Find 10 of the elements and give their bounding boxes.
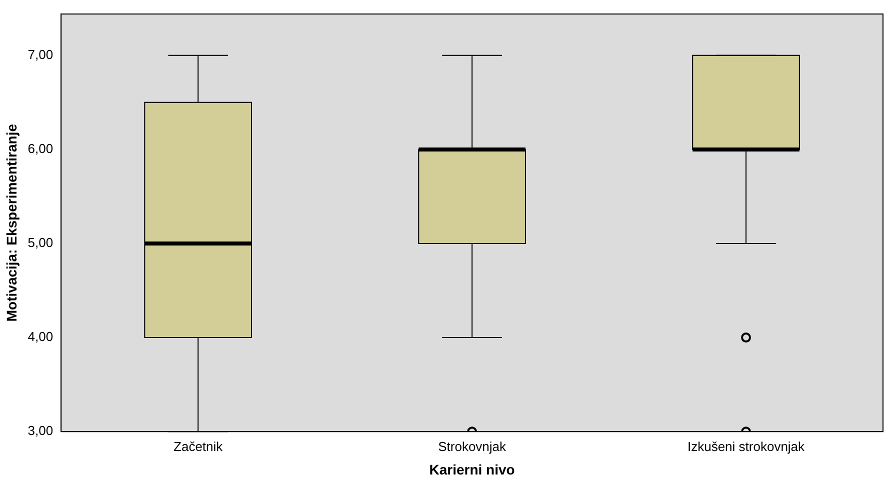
y-tick-label: 7,00 xyxy=(28,46,54,62)
y-axis-title: Motivacija: Eksperimentiranje xyxy=(3,124,20,322)
y-tick-label: 4,00 xyxy=(28,329,54,344)
x-tick-label: Začetnik xyxy=(174,438,224,454)
y-tick-label: 6,00 xyxy=(28,141,54,156)
y-tick-label: 3,00 xyxy=(28,423,54,438)
x-tick-label: Strokovnjak xyxy=(438,438,507,454)
y-tick-label: 5,00 xyxy=(28,235,54,250)
x-tick-label: Izkušeni strokovnjak xyxy=(687,438,806,454)
x-axis-title: Karierni nivo xyxy=(429,461,515,478)
